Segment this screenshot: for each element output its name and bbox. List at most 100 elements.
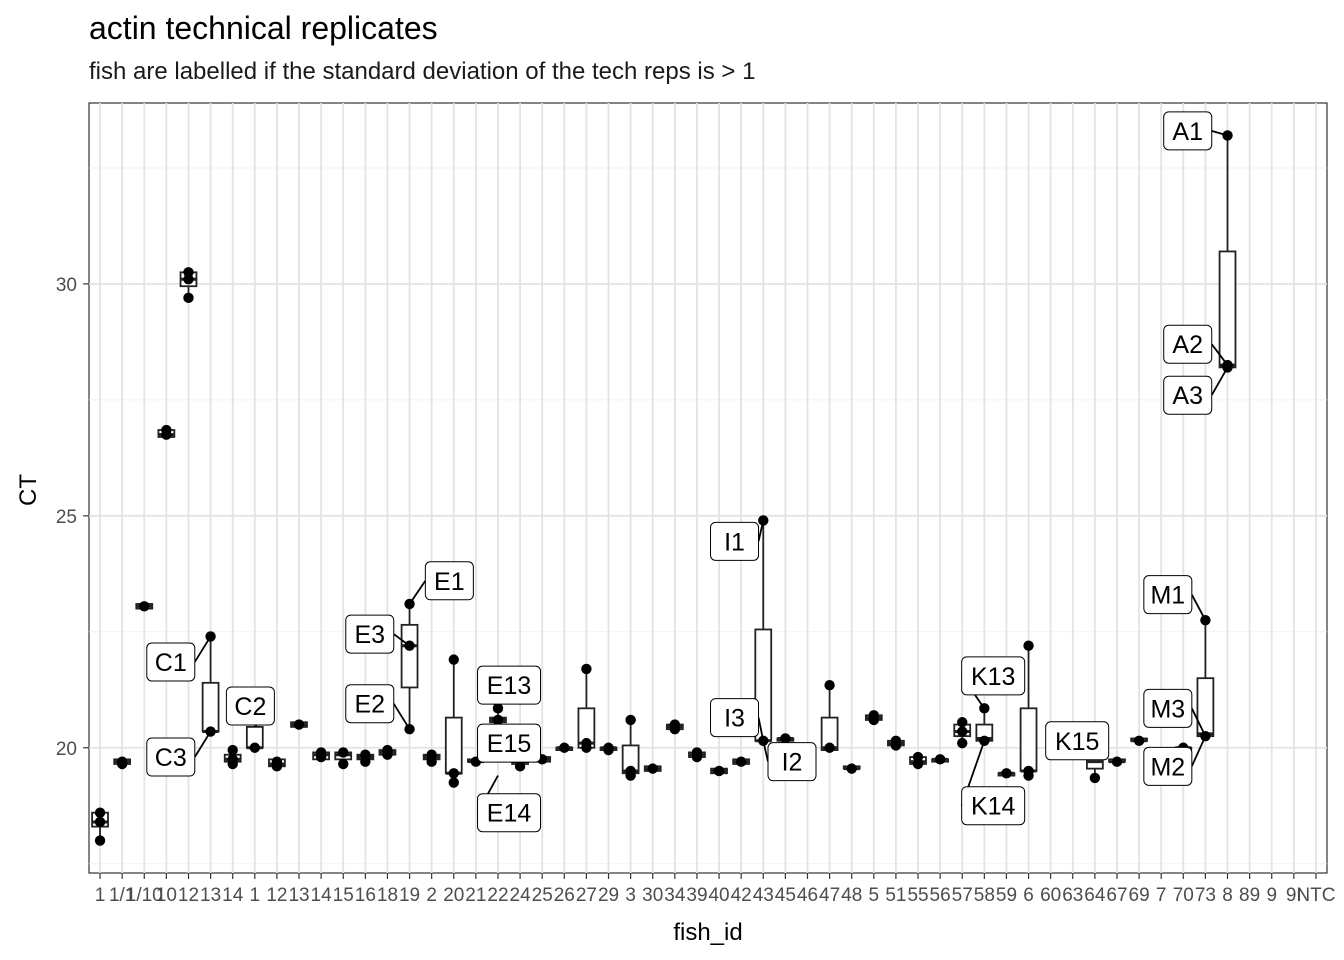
x-tick-label: 46 bbox=[797, 885, 818, 906]
label-box bbox=[710, 698, 760, 738]
data-point bbox=[824, 679, 835, 691]
label-text: K13 bbox=[971, 663, 1015, 691]
x-tick-label: 18 bbox=[377, 885, 398, 906]
label-leader bbox=[393, 633, 411, 647]
data-point bbox=[338, 747, 349, 758]
label-box bbox=[146, 642, 196, 682]
x-axis-title: fish_id bbox=[673, 919, 742, 946]
x-tick-label: 10 bbox=[156, 885, 177, 906]
x-tick-label: 73 bbox=[1195, 885, 1216, 906]
data-point bbox=[249, 742, 261, 753]
data-point bbox=[1200, 730, 1211, 742]
plot-panel bbox=[88, 102, 1328, 874]
label-text: I3 bbox=[724, 705, 745, 733]
label-text: E1 bbox=[434, 568, 465, 596]
x-tick-label: 1/1 bbox=[109, 885, 135, 906]
label-leader bbox=[1191, 735, 1207, 767]
box bbox=[1019, 707, 1038, 772]
data-point bbox=[957, 737, 968, 749]
x-tick-label: 9 bbox=[1266, 885, 1277, 906]
data-point bbox=[426, 756, 437, 767]
label-box bbox=[1163, 324, 1213, 364]
x-tick-label: 43 bbox=[753, 885, 774, 906]
x-tick-label: 70 bbox=[1173, 885, 1194, 906]
data-point bbox=[116, 758, 128, 770]
data-point bbox=[139, 601, 150, 612]
data-point bbox=[912, 758, 924, 770]
box bbox=[201, 681, 220, 733]
y-tick-label: 25 bbox=[56, 507, 77, 528]
label-box bbox=[1163, 111, 1213, 151]
label-text: E3 bbox=[354, 621, 385, 649]
x-tick-label: 1 bbox=[95, 885, 106, 906]
chart-title: actin technical replicates bbox=[89, 10, 438, 46]
label-text: C3 bbox=[155, 744, 187, 772]
data-point bbox=[161, 429, 172, 440]
data-point bbox=[647, 763, 658, 774]
x-tick-label: 34 bbox=[664, 885, 686, 906]
label-leader bbox=[408, 580, 427, 605]
label-text: C2 bbox=[234, 693, 266, 721]
label-text: C1 bbox=[155, 649, 187, 677]
x-tick-label: 13 bbox=[288, 885, 309, 906]
label-leader bbox=[1211, 129, 1228, 137]
label-box bbox=[1143, 746, 1193, 786]
label-leader bbox=[1210, 366, 1229, 396]
data-point bbox=[183, 274, 194, 285]
data-point bbox=[735, 756, 747, 767]
label-box bbox=[345, 684, 395, 724]
label-text: I2 bbox=[782, 749, 803, 777]
x-tick-label: 48 bbox=[841, 885, 862, 906]
label-text: I1 bbox=[724, 528, 745, 556]
data-point bbox=[1089, 772, 1101, 784]
data-point bbox=[94, 807, 106, 818]
label-box bbox=[1143, 575, 1193, 615]
data-point bbox=[271, 756, 283, 767]
x-tick-label: 60 bbox=[1040, 885, 1061, 906]
x-tick-label: 25 bbox=[532, 885, 553, 906]
x-tick-label: 14 bbox=[311, 885, 333, 906]
label-text: K15 bbox=[1055, 728, 1099, 756]
x-tick-label: 57 bbox=[952, 885, 973, 906]
data-point bbox=[1200, 614, 1211, 626]
x-tick-label: 22 bbox=[487, 885, 508, 906]
x-tick-label: 6 bbox=[1023, 885, 1034, 906]
label-text: E13 bbox=[487, 672, 531, 700]
x-tick-label: 12 bbox=[266, 885, 287, 906]
chart-subtitle: fish are labelled if the standard deviat… bbox=[89, 58, 756, 85]
x-tick-label: 13 bbox=[200, 885, 221, 906]
data-point bbox=[1001, 768, 1012, 779]
x-tick-label: 27 bbox=[576, 885, 597, 906]
x-tick-label: 12 bbox=[178, 885, 199, 906]
x-tick-label: 67 bbox=[1106, 885, 1127, 906]
label-leader bbox=[1211, 343, 1229, 366]
label-text: A1 bbox=[1172, 118, 1203, 146]
data-point bbox=[559, 742, 570, 753]
x-tick-label: 58 bbox=[974, 885, 995, 906]
y-tick-label: 20 bbox=[56, 739, 77, 760]
x-tick-label: 9I bbox=[1286, 885, 1302, 906]
x-tick-label: 55 bbox=[907, 885, 928, 906]
data-point bbox=[315, 751, 327, 763]
data-point bbox=[514, 761, 526, 772]
label-text: M2 bbox=[1150, 753, 1185, 781]
data-point bbox=[1111, 756, 1123, 767]
x-tick-label: 59 bbox=[996, 885, 1017, 906]
x-tick-label: 69 bbox=[1129, 885, 1150, 906]
data-point bbox=[890, 740, 902, 751]
label-box bbox=[961, 786, 1026, 826]
data-point bbox=[957, 717, 968, 728]
box bbox=[444, 716, 463, 775]
y-tick-label: 30 bbox=[56, 275, 77, 296]
data-point bbox=[846, 763, 857, 774]
x-tick-label: NTC bbox=[1296, 885, 1335, 906]
label-text: E15 bbox=[487, 730, 531, 758]
x-tick-label: 40 bbox=[708, 885, 729, 906]
label-leader bbox=[762, 740, 769, 762]
label-box bbox=[345, 614, 395, 654]
data-point bbox=[824, 742, 835, 753]
x-tick-label: 15 bbox=[333, 885, 354, 906]
data-point bbox=[625, 770, 636, 781]
label-box bbox=[710, 521, 760, 561]
data-point bbox=[293, 719, 305, 730]
